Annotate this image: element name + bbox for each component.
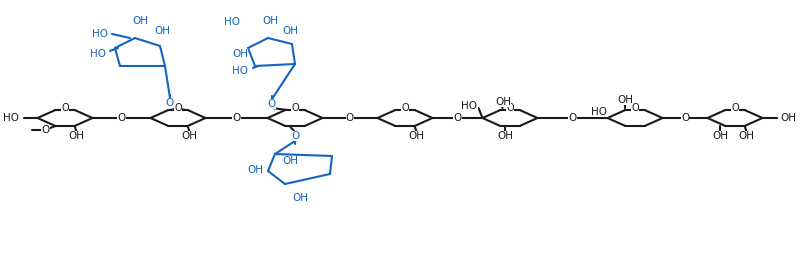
Text: O: O: [454, 113, 462, 123]
Text: OH: OH: [132, 16, 148, 26]
Text: O: O: [291, 103, 299, 113]
Text: HO: HO: [3, 113, 19, 123]
Text: OH: OH: [781, 113, 797, 123]
Text: O: O: [568, 113, 577, 123]
Text: O: O: [232, 113, 241, 123]
Text: O: O: [118, 113, 126, 123]
Text: O: O: [631, 103, 639, 113]
Text: OH: OH: [182, 131, 198, 141]
Text: HO: HO: [462, 101, 478, 111]
Text: O: O: [166, 98, 174, 108]
Text: HO: HO: [224, 17, 240, 27]
Text: HO: HO: [92, 29, 108, 39]
Text: OH: OH: [154, 26, 170, 36]
Text: O: O: [268, 99, 276, 109]
Text: OH: OH: [232, 49, 248, 59]
Text: OH: OH: [618, 95, 634, 105]
Text: OH: OH: [262, 16, 278, 26]
Text: OH: OH: [282, 156, 298, 166]
Text: HO: HO: [591, 107, 607, 117]
Text: O: O: [731, 103, 739, 113]
Text: OH: OH: [292, 193, 308, 203]
Text: OH: OH: [712, 131, 728, 141]
Text: O: O: [401, 103, 409, 113]
Text: HO: HO: [232, 66, 248, 76]
Text: O: O: [346, 113, 354, 123]
Text: O: O: [291, 131, 299, 141]
Text: O: O: [506, 103, 514, 113]
Text: HO: HO: [90, 49, 106, 59]
Text: O: O: [174, 103, 182, 113]
Text: OH: OH: [738, 131, 754, 141]
Text: OH: OH: [498, 131, 514, 141]
Text: O: O: [42, 125, 50, 135]
Text: O: O: [681, 113, 689, 123]
Text: OH: OH: [409, 131, 425, 141]
Text: OH: OH: [247, 165, 263, 175]
Text: OH: OH: [69, 131, 85, 141]
Text: OH: OH: [282, 26, 298, 36]
Text: O: O: [61, 103, 69, 113]
Text: OH: OH: [495, 97, 511, 107]
